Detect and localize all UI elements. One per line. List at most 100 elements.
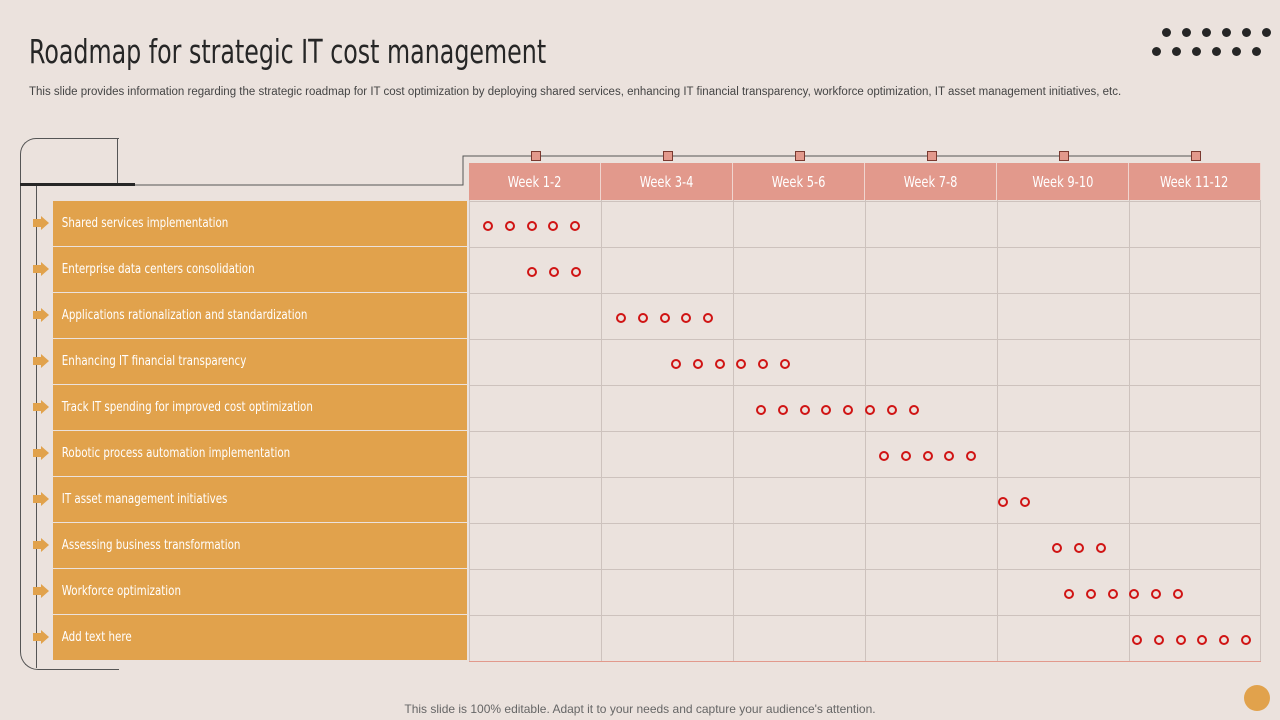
column-header-label: Week 9-10 [1031,172,1094,191]
progress-dot [799,405,810,415]
deco-dot [1212,47,1221,56]
progress-dot [966,451,977,461]
deco-dot [1262,28,1271,37]
progress-dot [1073,543,1084,553]
footer-note: This slide is 100% editable. Adapt it to… [404,702,876,716]
timeline-marker [1191,151,1201,161]
task-label: Robotic process automation implementatio… [61,446,291,461]
progress-dot [736,359,747,369]
grid-line [469,431,1261,432]
progress-dot [1019,497,1030,507]
timeline-grid: Week 1-2 Week 3-4 Week 5-6 Week 7-8 Week 9-1… [469,151,1261,663]
progress-dot [758,359,769,369]
progress-dot [1175,635,1186,645]
progress-dot [1107,589,1118,599]
grid-line [469,661,1261,662]
progress-dot [1064,589,1074,599]
deco-dot [1252,47,1261,56]
task-row: Track IT spending for improved cost opti… [33,385,467,430]
grid-line [469,339,1261,340]
progress-dot [671,359,681,369]
task-list: Shared services implementation Enterprise… [33,201,467,661]
progress-dot [1197,635,1208,645]
arrow-right-icon [33,354,49,368]
deco-dot [1222,28,1231,37]
page-subtitle: This slide provides information regardin… [29,86,1122,98]
task-row: Applications rationalization and standar… [33,293,467,338]
task-row: Add text here [33,615,467,660]
deco-dot [1172,47,1181,56]
column-header: Week 5-6 [733,163,865,200]
task-label: Enterprise data centers consolidation [61,262,255,277]
column-header: Week 9-10 [997,163,1129,200]
grid-line [469,247,1261,248]
task-row: Shared services implementation [33,201,467,246]
left-guide-line [36,186,37,668]
progress-dot [843,405,854,415]
task-row: Enterprise data centers consolidation [33,247,467,292]
deco-dot [1242,28,1251,37]
progress-dot [1129,589,1140,599]
progress-dot [879,451,889,461]
task-row: Robotic process automation implementatio… [33,431,467,476]
bracket-top-line [117,138,118,184]
task-label: IT asset management initiatives [61,492,228,507]
arrow-right-icon [33,446,49,460]
arrow-right-icon [33,308,49,322]
timeline-marker [663,151,673,161]
arrow-right-icon [33,216,49,230]
progress-dot [1241,635,1251,645]
timeline-marker [927,151,937,161]
column-header-label: Week 11-12 [1160,172,1229,191]
progress-dot [692,359,703,369]
task-label: Add text here [61,630,132,645]
progress-dot [1132,635,1142,645]
column-header: Week 7-8 [865,163,997,200]
deco-dot [1202,28,1211,37]
task-label: Workforce optimization [61,584,181,599]
column-header: Week 3-4 [601,163,733,200]
progress-dot [548,267,559,277]
task-label: Track IT spending for improved cost opti… [61,400,313,415]
grid-line [469,523,1261,524]
progress-dot [570,221,581,231]
task-label: Assessing business transformation [61,538,241,553]
grid-line [469,477,1261,478]
bracket-bar [20,183,135,186]
arrow-right-icon [33,630,49,644]
progress-dot [1219,635,1230,645]
timeline-marker [531,151,541,161]
grid-line [469,293,1261,294]
progress-dot [944,451,955,461]
page-title: Roadmap for strategic IT cost management [29,32,547,71]
progress-dot [922,451,933,461]
progress-dot [1085,589,1096,599]
progress-dot [908,405,919,415]
progress-dot [504,221,515,231]
task-row: Assessing business transformation [33,523,467,568]
column-header-label: Week 7-8 [903,172,958,191]
progress-dot [780,359,790,369]
arrow-right-icon [33,584,49,598]
progress-dot [570,267,581,277]
decorative-dots [1150,26,1271,66]
progress-dot [900,451,911,461]
progress-dot [865,405,875,415]
progress-dot [756,405,766,415]
deco-dot [1162,28,1171,37]
grid-line [469,201,1261,202]
task-label: Enhancing IT financial transparency [61,354,247,369]
progress-dot [1095,543,1106,553]
progress-dot [777,405,788,415]
timeline-marker [795,151,805,161]
progress-dot [526,221,537,231]
column-header-label: Week 1-2 [507,172,562,191]
task-label: Applications rationalization and standar… [61,308,308,323]
progress-dot [659,313,670,323]
progress-dot [703,313,714,323]
progress-dot [886,405,897,415]
task-row: Workforce optimization [33,569,467,614]
progress-dot [1173,589,1183,599]
progress-dot [616,313,626,323]
